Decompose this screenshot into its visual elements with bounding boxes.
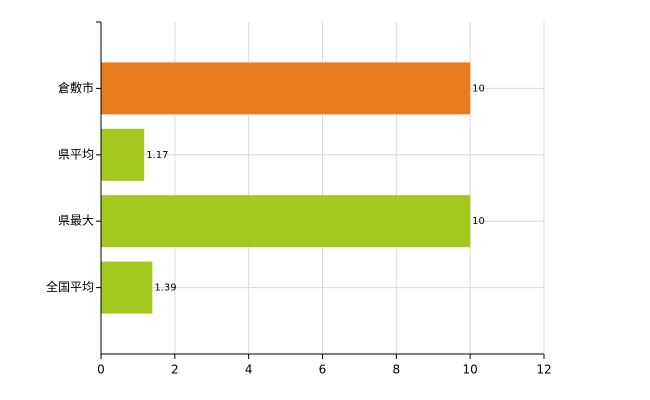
bar xyxy=(101,128,145,181)
y-tick-label: 県平均 xyxy=(58,147,94,161)
data-label: 1.39 xyxy=(154,283,176,294)
x-tick-label: 12 xyxy=(536,363,551,377)
y-tick-label: 県最大 xyxy=(58,214,94,228)
x-tick-label: 2 xyxy=(171,363,179,377)
x-tick-label: 4 xyxy=(245,363,253,377)
data-label: 10 xyxy=(472,83,485,94)
data-label: 10 xyxy=(472,216,485,227)
y-tick-label: 倉敷市 xyxy=(58,80,94,95)
bar xyxy=(101,195,471,248)
x-tick-label: 8 xyxy=(393,363,401,377)
x-tick-label: 6 xyxy=(319,363,327,377)
bar xyxy=(101,261,153,314)
bar xyxy=(101,62,471,115)
x-tick-label: 0 xyxy=(97,363,105,377)
data-label: 1.17 xyxy=(146,150,168,161)
x-tick-label: 10 xyxy=(463,363,478,377)
y-tick-label: 全国平均 xyxy=(46,279,94,294)
